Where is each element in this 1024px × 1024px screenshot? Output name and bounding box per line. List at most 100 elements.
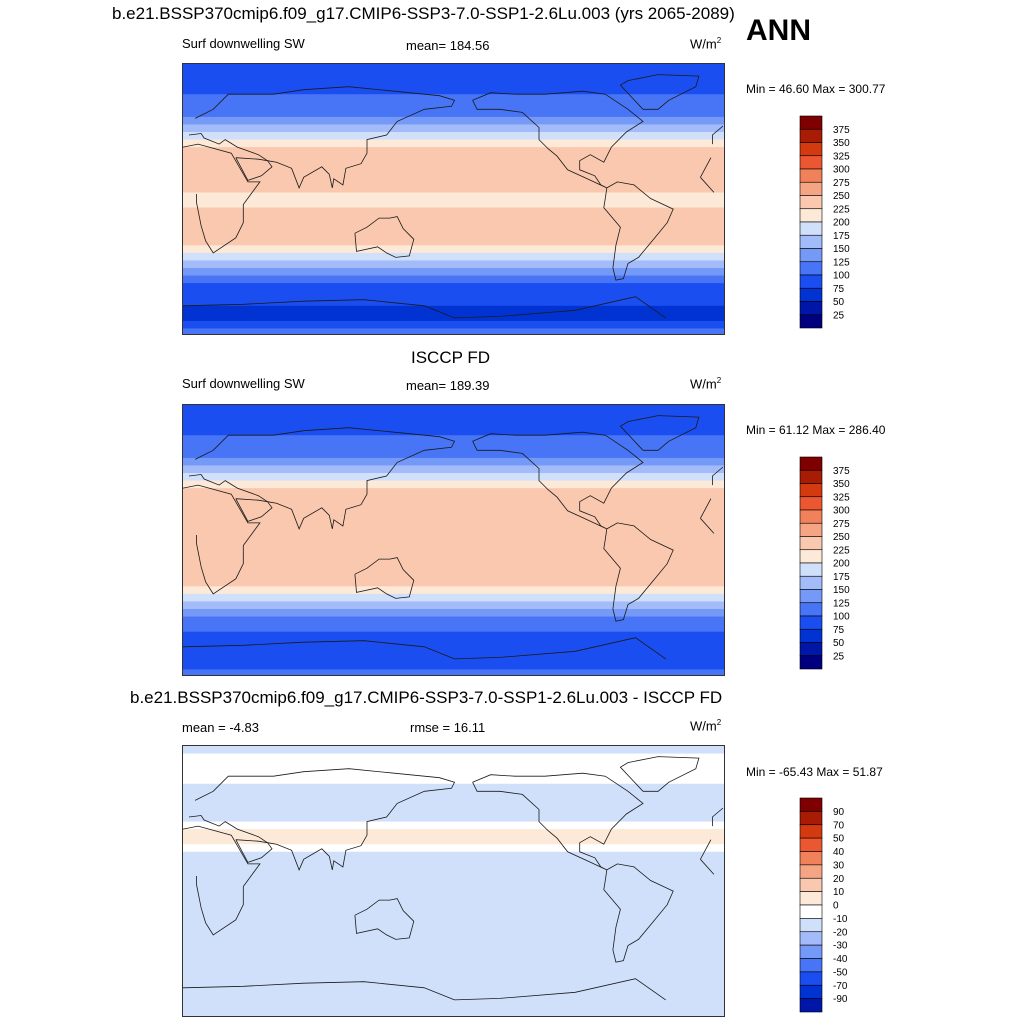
colorbar-box (799, 221, 823, 236)
map-lat-band (183, 260, 724, 269)
colorbar-box (799, 837, 823, 852)
colorbar-box (799, 824, 823, 839)
panel2-units: W/m2 (690, 376, 722, 392)
map-lat-band (183, 866, 724, 876)
coastline (188, 427, 724, 530)
map-lat-band (183, 761, 724, 770)
colorbar-tick-label: 25 (833, 651, 845, 662)
panel2-colorbar: 375 350 325 300 275 250 225 200 175 150 125 100 75 50… (799, 456, 850, 670)
panel3-colorbar-svg: 90 70 50 40 30 20 10 0 -10 -20 -30 -40 -50 -70 -90 (799, 797, 848, 1013)
map-lat-band (183, 109, 724, 118)
colorbar-box (799, 274, 823, 289)
map-lat-band (183, 548, 724, 557)
colorbar-box (799, 958, 823, 973)
colorbar-box (799, 469, 823, 484)
colorbar-box (799, 208, 823, 223)
colorbar-box (799, 115, 823, 130)
map-lat-band (183, 71, 724, 80)
colorbar-tick-label: -90 (833, 994, 848, 1005)
map-lat-band (183, 768, 724, 777)
map-lat-band (183, 1010, 724, 1016)
colorbar-tick-label: 325 (833, 151, 850, 162)
map-lat-band (183, 904, 724, 913)
colorbar-tick-label: 50 (833, 834, 845, 845)
colorbar-box (799, 549, 823, 564)
colorbar-tick-label: 300 (833, 506, 850, 517)
colorbar-box (799, 248, 823, 263)
map-lat-band (183, 207, 724, 216)
map-lat-band (183, 821, 724, 830)
panel3-rmse-label: rmse = 16.11 (410, 720, 486, 735)
colorbar-box (799, 128, 823, 143)
colorbar-box (799, 811, 823, 826)
colorbar-tick-label: 150 (833, 244, 850, 255)
map-lat-band (183, 154, 724, 163)
map-lat-band (183, 275, 724, 284)
map-lat-band (183, 525, 724, 535)
panel1-colorbar: 375 350 325 300 275 250 225 200 175 150 125 100 75 50… (799, 115, 850, 329)
colorbar-box (799, 181, 823, 196)
coastline (354, 216, 415, 258)
colorbar-box (799, 642, 823, 657)
map-lat-band (183, 116, 724, 126)
map-lat-band (183, 541, 724, 550)
colorbar-box (799, 851, 823, 866)
colorbar-tick-label: 175 (833, 572, 850, 583)
coastline (183, 978, 666, 1001)
map-lat-band (183, 79, 724, 88)
panel1-map (182, 63, 725, 335)
map-lat-band (183, 435, 724, 444)
colorbar-box (799, 575, 823, 590)
colorbar-tick-label: 90 (833, 807, 845, 818)
colorbar-tick-label: 325 (833, 492, 850, 503)
map-lat-band (183, 889, 724, 898)
colorbar-tick-label: -50 (833, 967, 848, 978)
colorbar-box (799, 998, 823, 1013)
coastline (603, 522, 674, 622)
panel3-title: b.e21.BSSP370cmip6.f09_g17.CMIP6-SSP3-7.… (130, 688, 723, 707)
map-lat-band (183, 169, 724, 178)
colorbar-box (799, 877, 823, 892)
panel2-colorbar-svg: 375 350 325 300 275 250 225 200 175 150 125 100 75 50… (799, 456, 850, 670)
map-lat-band (183, 147, 724, 156)
panel1-minmax: Min = 46.60 Max = 300.77 (746, 82, 886, 96)
coastline (183, 296, 666, 319)
map-lat-band (183, 753, 724, 762)
map-lat-band (183, 859, 724, 868)
colorbar-tick-label: -10 (833, 914, 848, 925)
coastline (235, 498, 273, 522)
map-lat-band (183, 798, 724, 808)
colorbar-tick-label: 200 (833, 559, 850, 570)
map-lat-band (183, 457, 724, 467)
colorbar-tick-label: 250 (833, 191, 850, 202)
map-lat-band (183, 783, 724, 792)
map-lat-band (183, 776, 724, 785)
colorbar-tick-label: 275 (833, 519, 850, 530)
colorbar-box (799, 287, 823, 302)
coastline (235, 839, 273, 863)
colorbar-box (799, 155, 823, 170)
map-lat-band (183, 957, 724, 966)
map-lat-band (183, 192, 724, 201)
map-lat-band (183, 230, 724, 239)
map-lat-band (183, 215, 724, 224)
map-lat-band (183, 450, 724, 459)
map-lat-band (183, 488, 724, 497)
colorbar-box (799, 168, 823, 183)
map-lat-band (183, 563, 724, 572)
coastline (183, 825, 715, 936)
map-lat-band (183, 222, 724, 231)
map-lat-band (183, 972, 724, 981)
map-lat-band (183, 305, 724, 314)
colorbar-box (799, 918, 823, 933)
colorbar-box (799, 536, 823, 551)
panel3-map-svg (183, 746, 724, 1016)
coastline (472, 90, 644, 189)
map-lat-band (183, 1002, 724, 1012)
map-lat-band (183, 844, 724, 853)
coastline (183, 143, 715, 254)
colorbar-tick-label: 250 (833, 532, 850, 543)
colorbar-box (799, 301, 823, 316)
colorbar-tick-label: 375 (833, 125, 850, 136)
panel2-mean-label: mean= 189.39 (406, 378, 490, 393)
